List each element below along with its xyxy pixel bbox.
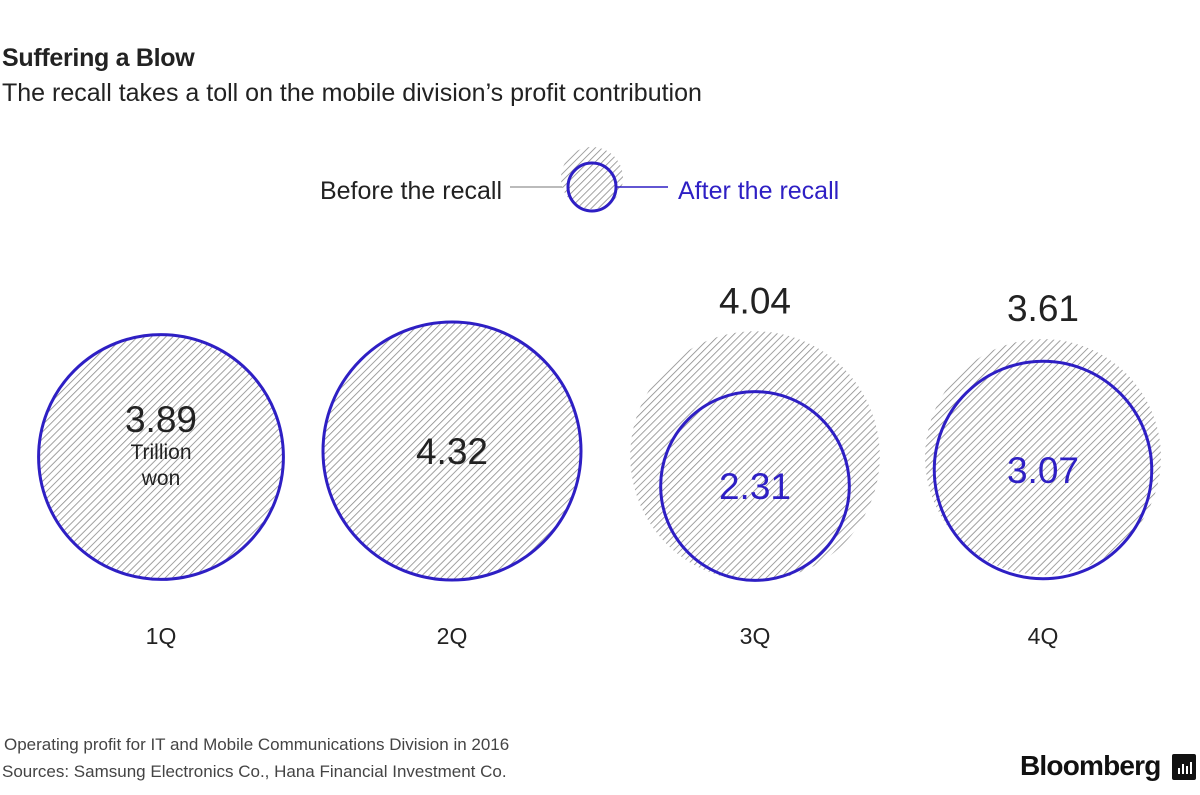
value-label-4Q: 3.07 [1007, 450, 1079, 491]
sources-note: Sources: Samsung Electronics Co., Hana F… [2, 762, 507, 781]
category-label-2Q: 2Q [437, 623, 468, 649]
bloomberg-chart-icon [1172, 754, 1196, 780]
bubble-after-4Q [932, 359, 1154, 581]
unit-label-line: Trillion [130, 441, 191, 464]
legend: Before the recall After the recall [320, 147, 839, 213]
legend-before-label: Before the recall [320, 177, 502, 205]
unit-label-line: won [141, 467, 181, 490]
legend-before-swatch [561, 147, 623, 209]
value-label-3Q: 2.31 [719, 466, 791, 507]
legend-after-swatch [566, 161, 618, 213]
bubble-before-2Q [323, 322, 581, 580]
bubble-after-2Q [321, 320, 583, 582]
value-label-2Q: 4.32 [416, 431, 488, 472]
category-label-4Q: 4Q [1028, 623, 1059, 649]
bloomberg-logo: Bloomberg [1020, 750, 1161, 781]
category-label-1Q: 1Q [146, 623, 177, 649]
bubble-before-3Q [630, 331, 880, 581]
before-value-label-4Q: 3.61 [1007, 288, 1079, 329]
before-value-label-3Q: 4.04 [719, 280, 791, 321]
bubble-before-4Q [925, 339, 1161, 575]
category-label-3Q: 3Q [740, 623, 771, 649]
bubble-after-1Q [37, 333, 285, 581]
legend-after-label: After the recall [678, 177, 839, 205]
value-label-1Q: 3.89 [125, 399, 197, 440]
chart-title: Suffering a Blow [2, 44, 195, 72]
bubble-before-1Q [38, 334, 284, 580]
chart-subtitle: The recall takes a toll on the mobile di… [2, 79, 702, 107]
footnote: Operating profit for IT and Mobile Commu… [4, 735, 510, 754]
bubble-after-3Q [659, 390, 851, 582]
